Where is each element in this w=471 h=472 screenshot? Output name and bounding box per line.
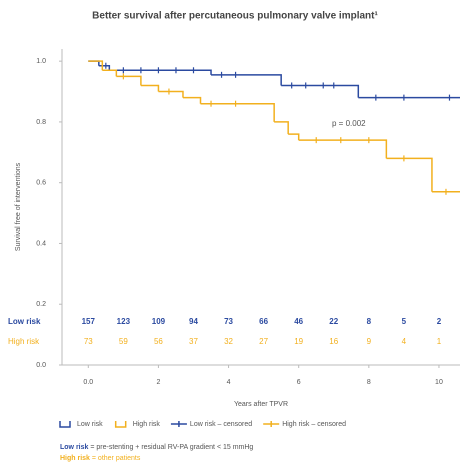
risk-count: 123 (117, 317, 131, 326)
survival-step (288, 133, 300, 141)
annotation: p = 0.002 (332, 119, 366, 128)
legend-label: High risk – censored (282, 421, 346, 428)
risk-count: 9 (367, 337, 372, 346)
y-tick-label: 0.8 (36, 119, 46, 126)
chart-title: Better survival after percutaneous pulmo… (92, 11, 378, 22)
footnote-term: High risk (60, 455, 90, 462)
survival-step (109, 69, 212, 75)
legend-swatch (114, 421, 127, 428)
risk-count: 94 (189, 317, 198, 326)
x-tick-label: 6 (297, 379, 301, 386)
risk-count: 1 (437, 337, 442, 346)
survival-step (298, 139, 388, 159)
survival-step (211, 74, 282, 86)
survival-step (200, 102, 275, 122)
legend-label: High risk (133, 421, 161, 428)
legend-label: Low risk – censored (190, 421, 252, 428)
footnote-text: = pre-stenting + residual RV-PA gradient… (88, 444, 253, 451)
risk-count: 22 (329, 317, 338, 326)
risk-count: 5 (402, 317, 407, 326)
risk-count: 59 (119, 337, 128, 346)
risk-count: 4 (402, 337, 407, 346)
x-axis-label: Years after TPVR (234, 401, 288, 408)
risk-count: 73 (224, 317, 233, 326)
survival-step (281, 84, 360, 98)
survival-step (386, 157, 433, 192)
y-tick-label: 0.4 (36, 240, 46, 247)
y-tick-label: 0.0 (36, 362, 46, 369)
risk-count: 66 (259, 317, 268, 326)
y-axis-label: Survival free of interventions (15, 162, 22, 251)
survival-step (116, 75, 142, 86)
risk-count: 56 (154, 337, 163, 346)
survival-step (182, 96, 202, 104)
x-tick-label: 4 (227, 379, 231, 386)
footnote: High risk = other patients (60, 455, 141, 462)
risk-count: 8 (367, 317, 372, 326)
survival-step (102, 69, 118, 77)
x-tick-label: 8 (367, 379, 371, 386)
x-tick-label: 0.0 (83, 379, 93, 386)
risk-count: 46 (294, 317, 303, 326)
legend-swatch (59, 421, 71, 428)
risk-count: 2 (437, 317, 442, 326)
survival-step (158, 90, 184, 98)
survival-step (274, 121, 289, 135)
risk-count: 73 (84, 337, 93, 346)
risk-count: 19 (294, 337, 303, 346)
risk-count: 157 (82, 317, 96, 326)
survival-step (140, 84, 160, 92)
y-tick-label: 0.2 (36, 301, 46, 308)
risk-label: High risk (8, 337, 40, 346)
survival-step (88, 60, 104, 71)
x-tick-label: 10 (435, 379, 443, 386)
footnote-term: Low risk (60, 444, 89, 451)
x-tick-label: 2 (156, 379, 160, 386)
y-tick-label: 0.6 (36, 180, 46, 187)
footnote-text: = other patients (90, 455, 141, 462)
risk-count: 109 (152, 317, 166, 326)
y-tick-label: 1.0 (36, 58, 46, 65)
risk-count: 27 (259, 337, 268, 346)
legend-label: Low risk (77, 421, 103, 428)
risk-count: 32 (224, 337, 233, 346)
risk-count: 37 (189, 337, 198, 346)
risk-count: 16 (329, 337, 338, 346)
footnote: Low risk = pre-stenting + residual RV-PA… (60, 444, 253, 451)
risk-label: Low risk (8, 317, 41, 326)
